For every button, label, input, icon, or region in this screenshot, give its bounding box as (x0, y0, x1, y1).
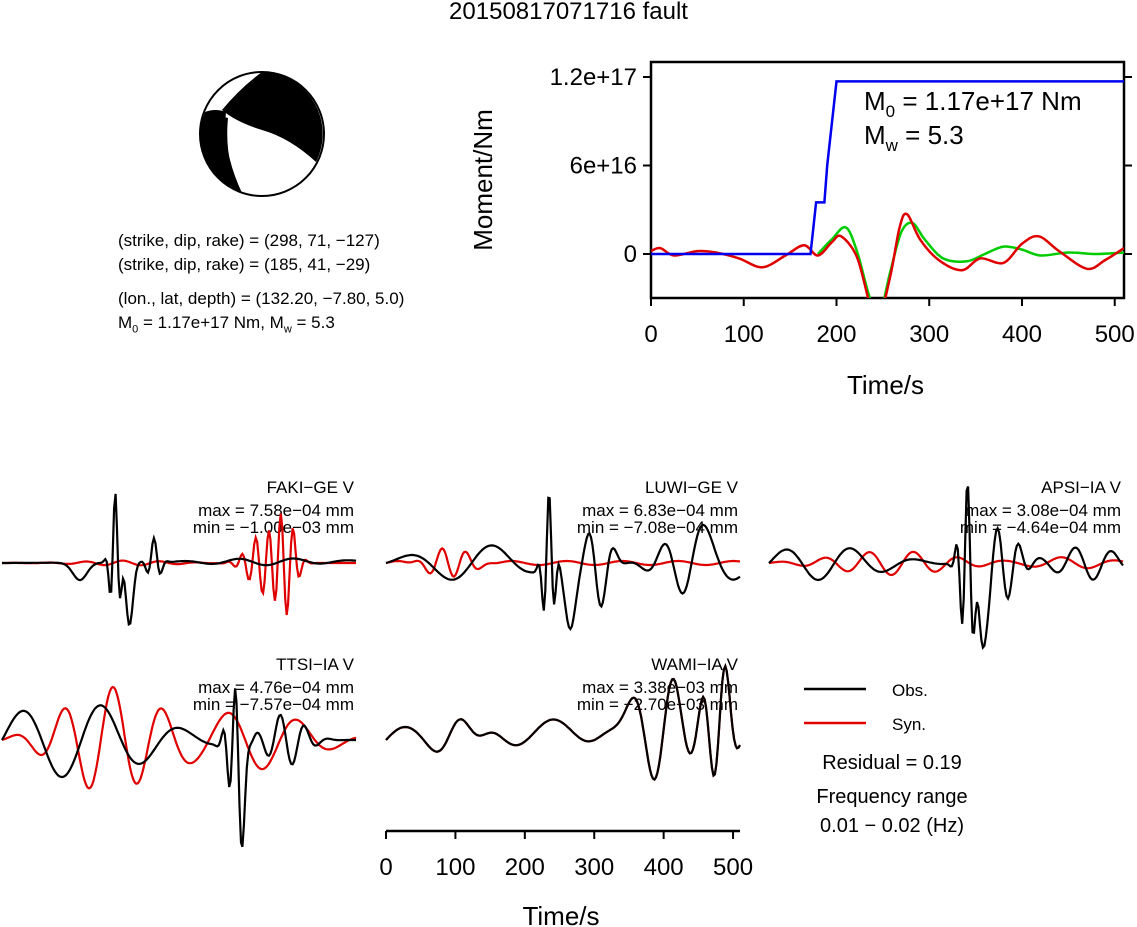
mechanism-plane-1: (strike, dip, rake) = (298, 71, −127) (118, 231, 380, 250)
m0-value: = 1.17e+17 Nm, M (138, 313, 284, 332)
legend: Obs. Syn. (804, 681, 928, 734)
observed-trace (385, 496, 741, 632)
mw-value: = 5.3 (291, 313, 335, 332)
station-min: min = −7.08e−04 mm (577, 518, 738, 537)
moment-annotation-mw: Mw = 5.3 (864, 120, 964, 155)
location-depth: (lon., lat, depth) = (132.20, −7.80, 5.0… (118, 289, 405, 308)
mw-subscript: w (283, 323, 292, 336)
station-name: TTSI−IA V (276, 655, 355, 674)
station-name: WAMI−IA V (651, 655, 738, 674)
moment-series-moment (651, 80, 1124, 256)
station-name: FAKI−GE V (267, 478, 355, 497)
station-min: min = −1.00e−03 mm (193, 518, 354, 537)
moment-xtick-label: 400 (1002, 321, 1042, 348)
moment-series-green (817, 221, 1124, 298)
moment-xtick-label: 0 (644, 321, 657, 348)
observed-trace (768, 486, 1124, 650)
wave-xtick-label: 0 (379, 854, 392, 881)
waveform-time-axis: 0 100 200 300 400 500 Time/s (379, 829, 753, 927)
moment-ytick-label: 1.2e+17 (550, 64, 637, 91)
frequency-range-label: Frequency range (816, 786, 967, 808)
moment-xtick-label: 500 (1095, 321, 1135, 348)
station-max: max = 4.76e−04 mm (198, 678, 354, 697)
station-name: APSI−IA V (1041, 478, 1122, 497)
station-max: max = 7.58e−04 mm (198, 501, 354, 520)
moment-series-red (651, 212, 1124, 298)
wave-xtick-label: 200 (505, 854, 545, 881)
station-min: min = −7.57e−04 mm (193, 695, 354, 714)
station-min: min = −4.64e−04 mm (960, 518, 1121, 537)
moment-ylabel: Moment/Nm (468, 109, 498, 251)
moment-xtick-label: 200 (816, 321, 856, 348)
wave-xlabel: Time/s (522, 901, 599, 927)
synthetic-trace (1, 685, 357, 790)
observed-trace (2, 493, 357, 627)
m0-subscript: 0 (132, 323, 139, 336)
moment-chart: 0 6e+16 1.2e+17 0 100 200 300 400 500 Time/s Momen… (468, 60, 1135, 400)
m0-symbol: M (118, 313, 133, 332)
station-max: max = 3.38e−03 mm (582, 678, 738, 697)
observed-trace (385, 662, 741, 781)
station-max: max = 3.08e−04 mm (965, 501, 1121, 520)
station-name: LUWI−GE V (645, 478, 739, 497)
moment-annotation-m0: M0 = 1.17e+17 Nm (864, 86, 1082, 121)
station-max: max = 6.83e−04 mm (582, 501, 738, 520)
synthetic-trace (385, 547, 741, 578)
moment-xlabel: Time/s (847, 370, 924, 400)
moment-xtick-label: 300 (909, 321, 949, 348)
moment-magnitude-summary: M0 = 1.17e+17 Nm, Mw = 5.3 (118, 313, 335, 335)
moment-ytick-label: 6e+16 (570, 153, 637, 180)
legend-syn-label: Syn. (892, 715, 926, 734)
frequency-range-value: 0.01 − 0.02 (Hz) (820, 815, 964, 837)
legend-obs-label: Obs. (892, 681, 928, 700)
station-min: min = −2.70e−03 mm (577, 695, 738, 714)
moment-chart-frame (649, 60, 1126, 300)
beachball-icon (199, 71, 325, 197)
mechanism-plane-2: (strike, dip, rake) = (185, 41, −29) (118, 255, 371, 274)
page-title: 20150817071716 fault (449, 0, 688, 25)
observed-trace (1, 688, 356, 848)
moment-xtick-label: 100 (724, 321, 764, 348)
wave-xtick-label: 500 (713, 854, 753, 881)
residual-label: Residual = 0.19 (822, 752, 962, 774)
wave-xtick-label: 100 (435, 854, 475, 881)
wave-xtick-label: 400 (644, 854, 684, 881)
moment-ytick-label: 0 (624, 241, 637, 268)
wave-xtick-label: 300 (574, 854, 614, 881)
